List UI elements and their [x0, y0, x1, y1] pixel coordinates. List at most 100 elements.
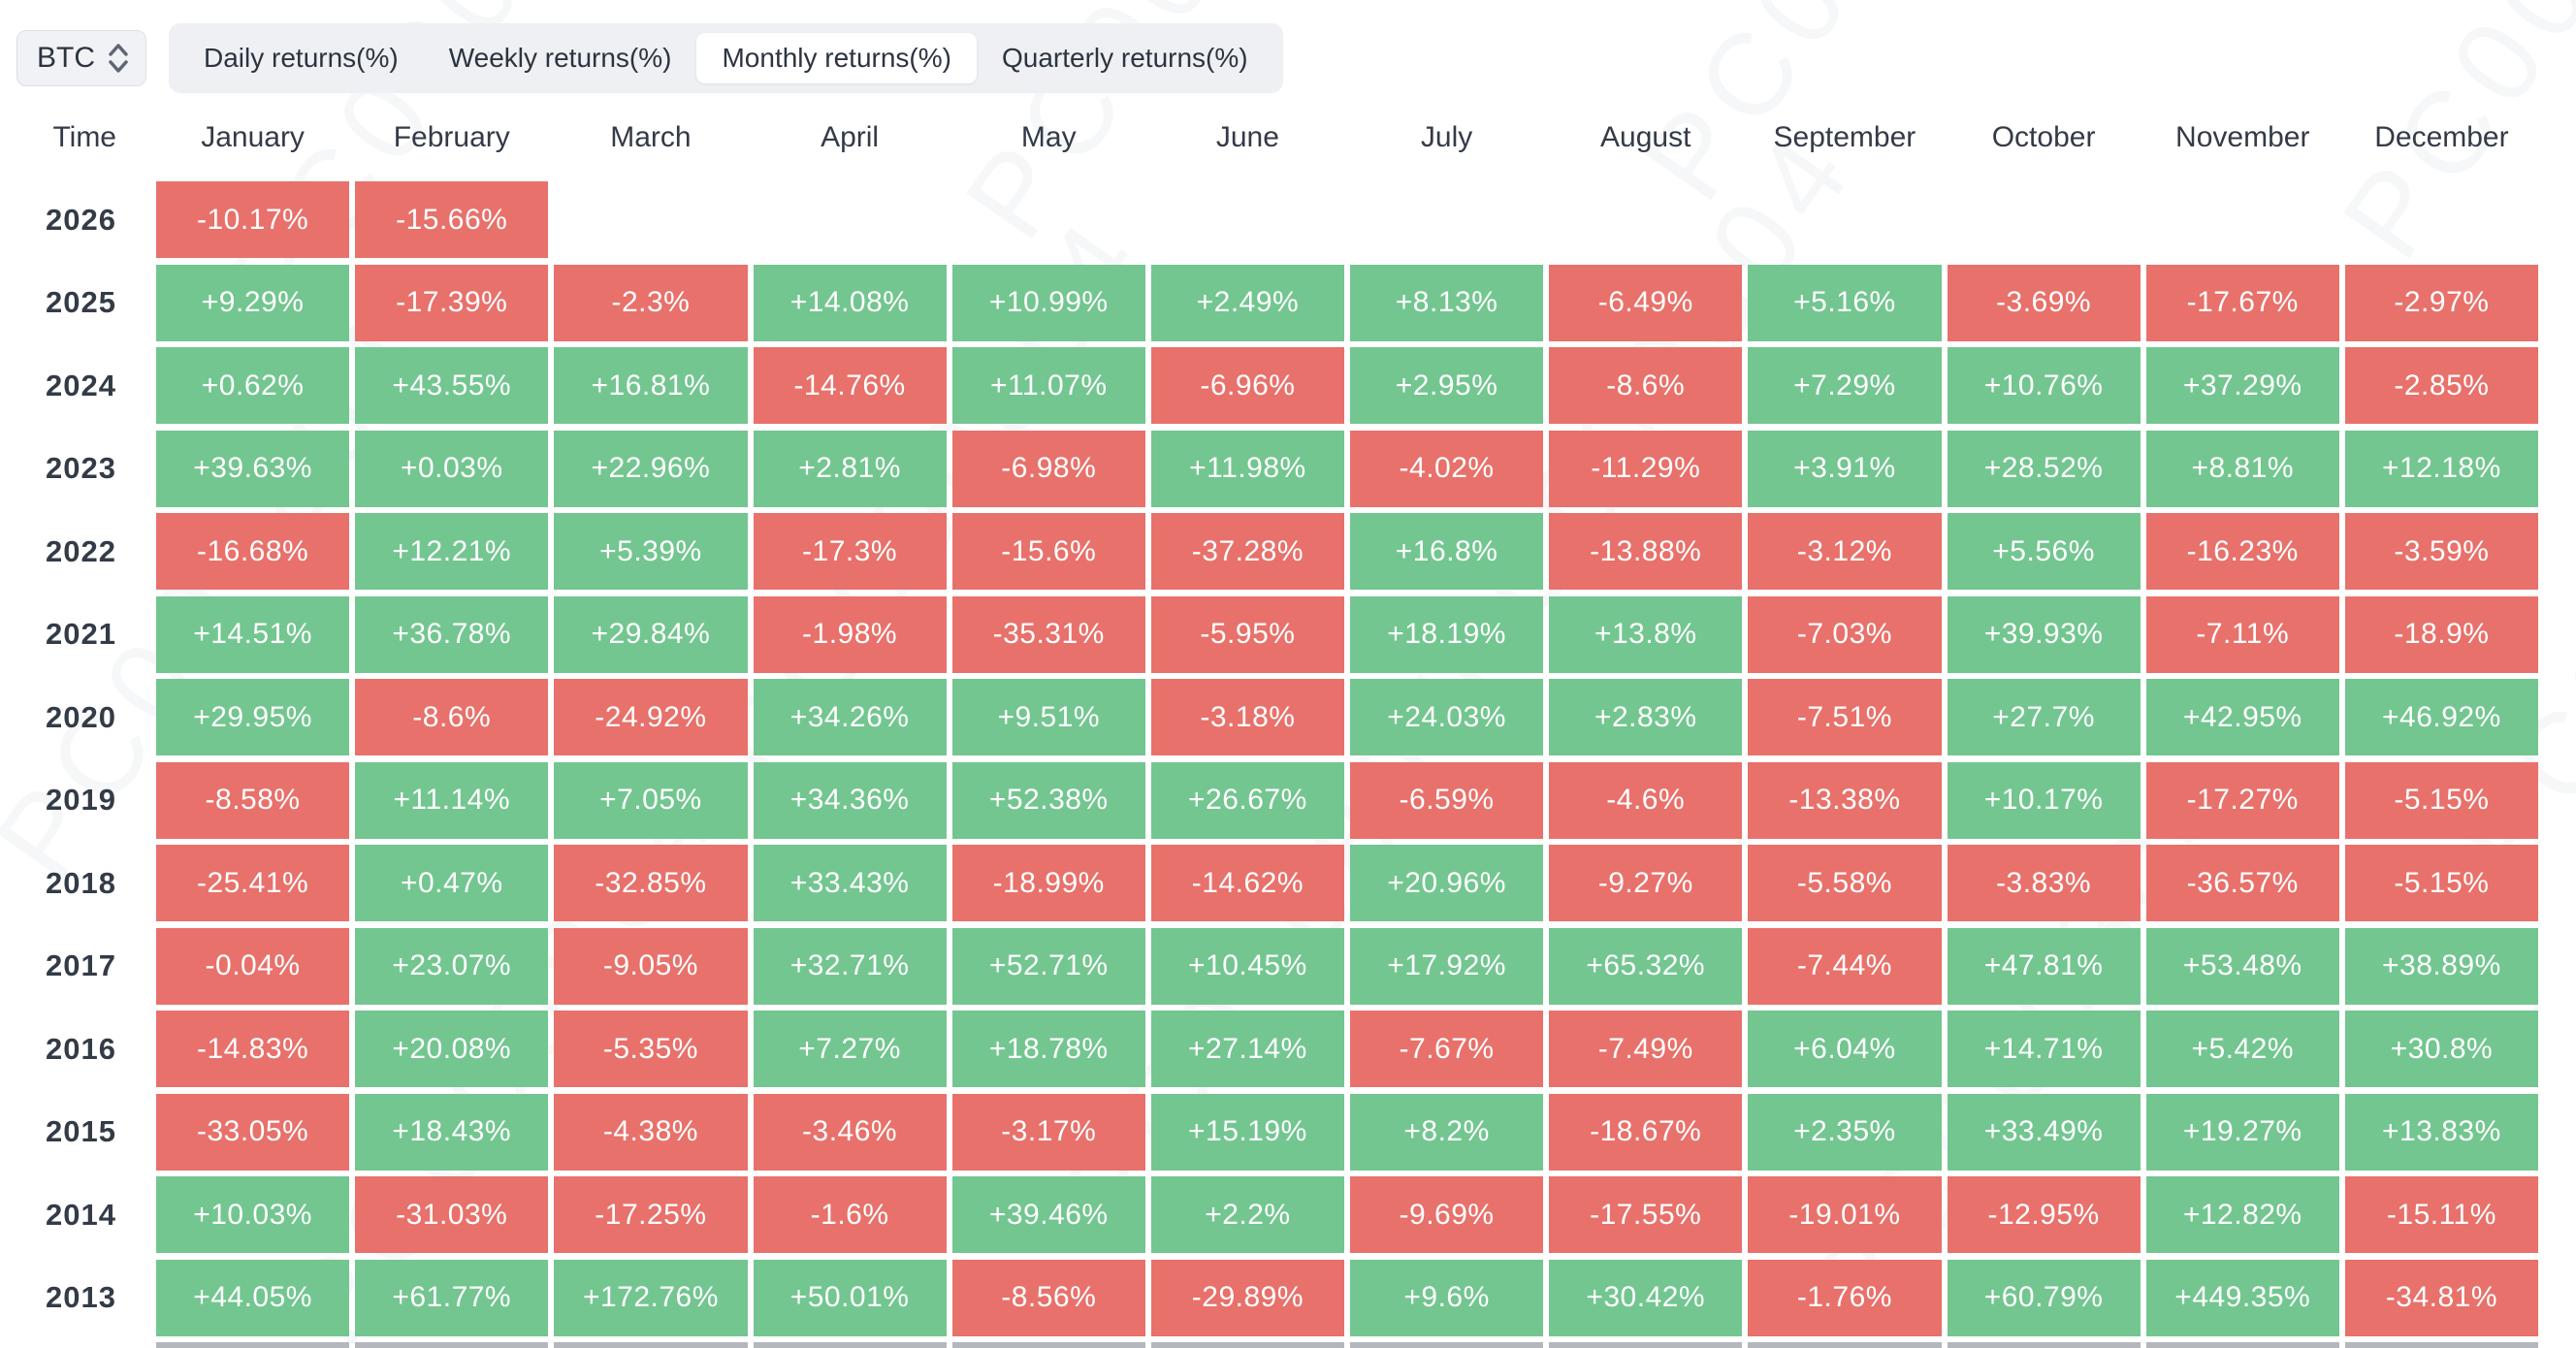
year-label: 2022	[46, 533, 116, 568]
return-cell: +7.27%	[753, 1011, 947, 1087]
return-cell: -5.95%	[1150, 595, 1344, 673]
return-cell: +39.93%	[1947, 595, 2141, 673]
return-cell: +7.05%	[554, 761, 748, 839]
return-cell: +2.95%	[1350, 347, 1544, 424]
return-cell: +30.42%	[1549, 1259, 1743, 1336]
return-cell: +10.03%	[156, 1176, 350, 1253]
table-row: 2026 -10.17% -15.66%	[0, 181, 2576, 258]
return-cell: +6.04%	[1748, 1011, 1942, 1087]
return-cell: +2.81%	[753, 430, 947, 507]
return-cell: +44.05%	[156, 1259, 350, 1336]
partial-return-cell	[554, 1342, 748, 1348]
table-row: 2014 +10.03% -31.03% -17.25% -1.6% +39.46% +2.…	[0, 1176, 2576, 1253]
return-cell: +2.83%	[1549, 679, 1743, 755]
return-cell: +2.49%	[1150, 264, 1344, 341]
return-cell: +449.35%	[2145, 1259, 2339, 1336]
tab-monthly-returns[interactable]: Monthly returns(%)	[696, 33, 977, 83]
return-cell: -16.23%	[2145, 513, 2339, 590]
return-cell: -7.49%	[1549, 1011, 1743, 1087]
month-column-header: May	[1020, 121, 1077, 153]
return-cell: +9.29%	[156, 264, 350, 341]
returns-table: 2026 -10.17% -15.66% 2025 +9.29% -17.39% -2.3%…	[0, 181, 2576, 1348]
return-cell: +14.08%	[753, 264, 947, 341]
partial-return-cell	[355, 1342, 549, 1348]
return-cell: -8.6%	[1549, 347, 1743, 424]
return-cell: -15.66%	[355, 181, 549, 258]
return-cell: -6.96%	[1150, 347, 1344, 424]
return-cell: -35.31%	[951, 595, 1145, 673]
return-cell: +8.81%	[2145, 430, 2339, 507]
partial-return-cell	[1150, 1342, 1344, 1348]
year-label: 2025	[46, 285, 116, 319]
return-cell: -17.39%	[355, 264, 549, 341]
return-cell: -3.59%	[2344, 513, 2538, 590]
return-cell: -3.17%	[951, 1093, 1145, 1171]
return-cell: -6.98%	[951, 430, 1145, 507]
return-cell: -18.67%	[1549, 1093, 1743, 1171]
table-row: 2017 -0.04% +23.07% -9.05% +32.71% +52.71% +10…	[0, 927, 2576, 1005]
return-cell: +18.19%	[1350, 595, 1544, 673]
return-cell: +0.62%	[156, 347, 350, 424]
return-cell: -34.81%	[2344, 1259, 2538, 1336]
return-cell: -6.49%	[1549, 264, 1743, 341]
partial-return-cell	[1947, 1342, 2141, 1348]
return-cell: -1.98%	[753, 595, 947, 673]
return-cell: +172.76%	[554, 1259, 748, 1336]
return-cell: -14.62%	[1150, 845, 1344, 921]
partial-return-cell	[156, 1342, 350, 1348]
return-cell: +32.71%	[753, 927, 947, 1005]
return-cell: -2.85%	[2344, 347, 2538, 424]
year-label: 2016	[46, 1031, 116, 1066]
return-cell: -9.27%	[1549, 845, 1743, 921]
return-cell: +39.63%	[156, 430, 350, 507]
return-cell: +17.92%	[1350, 927, 1544, 1005]
year-label: 2023	[46, 451, 116, 485]
return-cell: +10.76%	[1947, 347, 2141, 424]
return-cell: -8.58%	[156, 761, 350, 839]
return-cell: -17.67%	[2145, 264, 2339, 341]
year-label: 2020	[46, 699, 116, 734]
return-cell: -29.89%	[1150, 1259, 1344, 1336]
return-cell: +12.82%	[2145, 1176, 2339, 1253]
return-cell: -7.67%	[1350, 1011, 1544, 1087]
return-cell	[1748, 181, 1941, 258]
partial-return-cell	[2145, 1342, 2339, 1348]
table-row: 2018 -25.41% +0.47% -32.85% +33.43% -18.99% -1…	[0, 845, 2576, 921]
return-cell: -3.18%	[1150, 679, 1344, 755]
partial-return-cell	[1748, 1342, 1942, 1348]
year-label: 2015	[46, 1114, 116, 1148]
return-cell: +10.17%	[1947, 761, 2141, 839]
return-cell: +2.35%	[1748, 1093, 1942, 1171]
return-cell: +36.78%	[355, 595, 549, 673]
return-cell: +47.81%	[1947, 927, 2141, 1005]
month-column-header: March	[610, 121, 692, 153]
return-cell: +53.48%	[2145, 927, 2339, 1005]
tab-quarterly-returns[interactable]: Quarterly returns(%)	[977, 33, 1273, 83]
tab-weekly-returns[interactable]: Weekly returns(%)	[424, 33, 697, 83]
return-cell	[1948, 181, 2141, 258]
return-cell: +42.95%	[2145, 679, 2339, 755]
return-cell: +43.55%	[355, 347, 549, 424]
partial-return-cell	[1549, 1342, 1743, 1348]
table-row: 2021 +14.51% +36.78% +29.84% -1.98% -35.31% -5…	[0, 595, 2576, 673]
return-cell: +11.14%	[355, 761, 549, 839]
return-cell: +11.07%	[951, 347, 1145, 424]
return-cell: -7.44%	[1748, 927, 1942, 1005]
return-cell: +20.08%	[355, 1011, 549, 1087]
year-label: 2017	[46, 948, 116, 982]
tab-daily-returns[interactable]: Daily returns(%)	[178, 33, 424, 83]
return-cell	[2146, 181, 2339, 258]
symbol-select[interactable]: BTC	[16, 30, 146, 86]
return-cell: +29.95%	[156, 679, 350, 755]
return-cell: +33.43%	[753, 845, 947, 921]
return-cell	[2345, 181, 2538, 258]
return-cell: +65.32%	[1549, 927, 1743, 1005]
return-cell: +12.18%	[2344, 430, 2538, 507]
return-cell: +5.42%	[2145, 1011, 2339, 1087]
year-label: 2021	[46, 617, 116, 651]
return-cell: -13.38%	[1748, 761, 1942, 839]
partial-return-cell	[951, 1342, 1145, 1348]
table-row: 2025 +9.29% -17.39% -2.3% +14.08% +10.99% +2.4…	[0, 264, 2576, 341]
return-cell: +0.03%	[355, 430, 549, 507]
return-cell: +52.38%	[951, 761, 1145, 839]
